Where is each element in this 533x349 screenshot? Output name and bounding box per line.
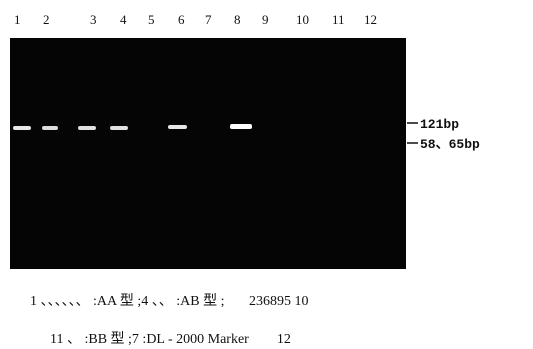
marker-label: 121bp xyxy=(420,117,459,132)
band xyxy=(230,124,252,129)
band xyxy=(110,126,128,130)
lane-label: 8 xyxy=(234,12,241,27)
band xyxy=(42,126,58,130)
lane-label: 3 xyxy=(90,12,97,27)
lane-label: 10 xyxy=(296,12,309,27)
lane-label: 11 xyxy=(332,12,345,27)
caption-line: 1 、、、、、、 :AA 型 ;4 、、 :AB 型 ; 236895 10 xyxy=(30,293,308,309)
lane-label: 6 xyxy=(178,12,185,27)
lane-label: 12 xyxy=(364,12,377,27)
lane-label: 7 xyxy=(205,12,212,27)
lane-label: 5 xyxy=(148,12,155,27)
band xyxy=(78,126,96,130)
marker-label: 58、65bp xyxy=(420,137,480,152)
band xyxy=(168,125,187,129)
lane-label: 2 xyxy=(43,12,50,27)
caption-line: 11 、 :BB 型 ;7 :DL - 2000 Marker 12 xyxy=(50,331,291,347)
figure: 121bp 58、65bp 1 、、、、、、 :AA 型 ;4 、、 :AB 型… xyxy=(0,0,533,349)
lane-label: 4 xyxy=(120,12,127,27)
gel xyxy=(10,38,406,269)
lane-label: 9 xyxy=(262,12,269,27)
page: {"figure": { "lanes": ["1", "2", "3", "4… xyxy=(0,0,533,349)
band xyxy=(13,126,31,130)
lane-label: 1 xyxy=(14,12,21,27)
